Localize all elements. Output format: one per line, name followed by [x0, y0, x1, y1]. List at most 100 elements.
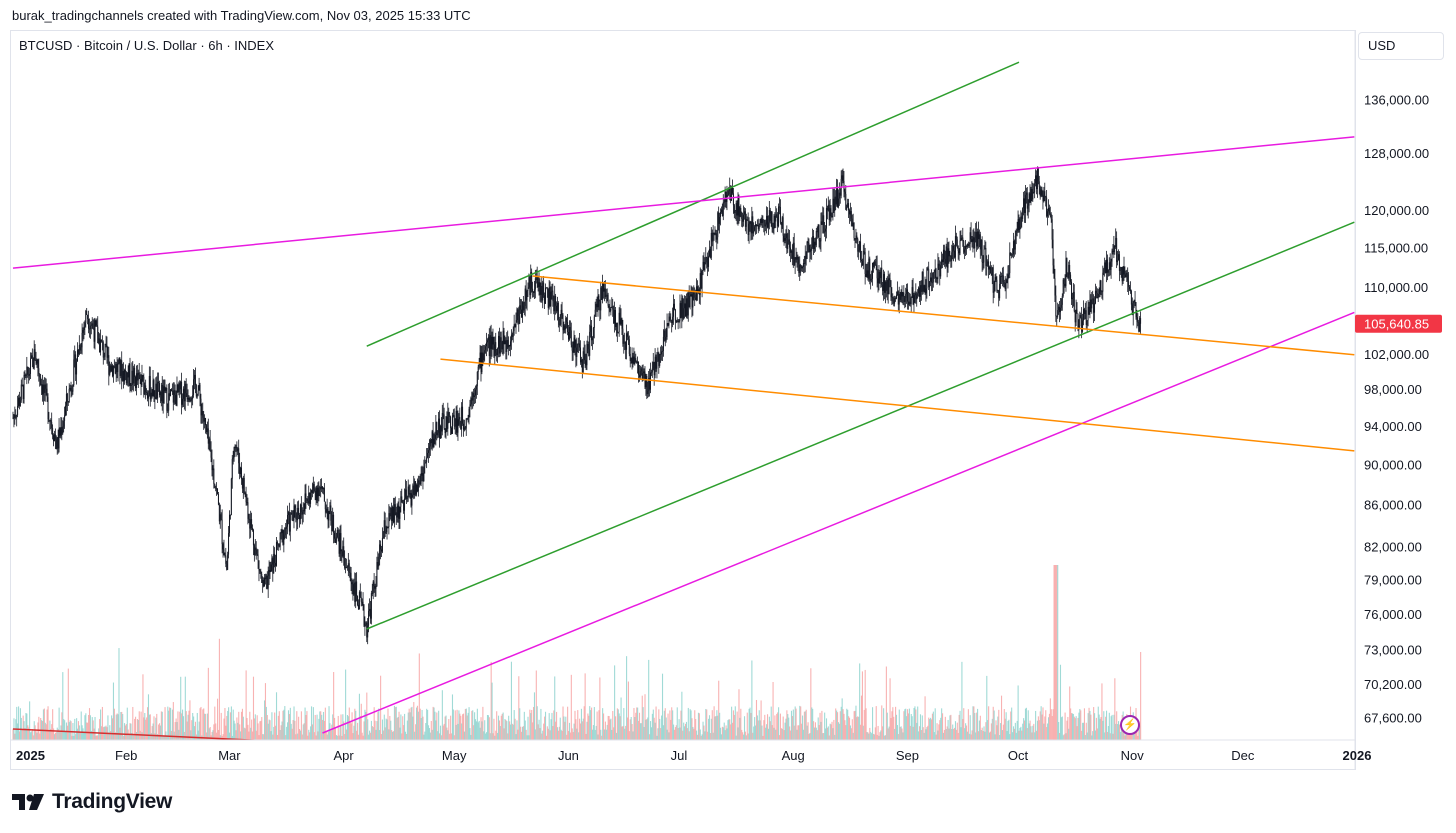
candle [302, 502, 304, 523]
volume-bar [215, 723, 217, 740]
candle [195, 383, 197, 399]
volume-bar [451, 694, 454, 740]
y-tick-label: 98,000.00 [1364, 382, 1422, 397]
green-trendline[interactable] [366, 221, 1355, 630]
orange-trendline[interactable] [440, 358, 1355, 452]
candle [21, 377, 23, 387]
volume-bar [56, 727, 58, 740]
candle [1055, 285, 1057, 322]
volume-bar [260, 720, 262, 740]
candle [1076, 302, 1078, 314]
currency-selector[interactable]: USD [1358, 32, 1444, 60]
volume-bar [647, 717, 649, 740]
symbol-title[interactable]: BTCUSD · Bitcoin / U.S. Dollar · 6h · IN… [19, 38, 274, 53]
volume-bar [189, 700, 191, 740]
candle [210, 441, 212, 463]
candle [271, 554, 273, 572]
volume-bar [1009, 734, 1011, 740]
volume-bar [235, 730, 237, 740]
volume-bar [971, 730, 973, 740]
candle [441, 404, 443, 436]
candle [336, 526, 338, 539]
volume-bar [30, 732, 32, 740]
volume-bar [255, 730, 257, 740]
magenta-trendline[interactable] [322, 311, 1355, 734]
volume-bar [535, 670, 537, 740]
red-trendline[interactable] [12, 728, 300, 742]
volume-bar [825, 728, 827, 740]
candle [835, 190, 837, 211]
candle [1035, 169, 1037, 187]
candle [506, 332, 508, 360]
volume-bar [151, 726, 153, 740]
candle [220, 512, 222, 521]
candle [868, 250, 870, 282]
volume-bar [970, 734, 972, 740]
volume-bar [580, 708, 583, 740]
volume-bar [1111, 714, 1113, 740]
candle [47, 393, 49, 425]
orange-trendline[interactable] [532, 275, 1355, 356]
volume-bar [51, 724, 53, 740]
volume-bar [739, 717, 741, 740]
volume-bar [989, 732, 991, 740]
volume-bar [521, 731, 523, 740]
volume-bar [773, 727, 775, 740]
lightning-icon[interactable]: ⚡ [1120, 715, 1140, 735]
volume-bar [528, 735, 530, 740]
candle [988, 254, 990, 279]
volume-bar [91, 717, 93, 740]
candle [57, 429, 59, 454]
candle [1069, 260, 1071, 285]
volume-bar [858, 716, 860, 740]
candle [794, 257, 796, 275]
volume-bar [662, 725, 664, 740]
volume-bar [166, 735, 168, 740]
volume-bar [1030, 726, 1032, 740]
candle [62, 420, 64, 435]
volume-bar [486, 714, 489, 740]
candle [279, 532, 281, 551]
volume-bar [1106, 731, 1109, 740]
volume-bar [174, 722, 176, 740]
volume-bar [670, 719, 672, 740]
candle [930, 269, 932, 292]
candle [955, 232, 957, 247]
candle [860, 233, 862, 263]
volume-bar [1048, 713, 1050, 740]
candle [484, 345, 486, 362]
candle [514, 323, 516, 328]
volume-bar [116, 713, 118, 740]
volume-bar [223, 718, 225, 740]
candle [917, 289, 919, 299]
candle [843, 171, 845, 198]
volume-bar [836, 710, 838, 740]
volume-bar [651, 713, 653, 740]
volume-bar [555, 721, 557, 740]
volume-bar [220, 712, 222, 740]
candle [292, 510, 294, 522]
candle [160, 382, 162, 407]
candle [1091, 291, 1093, 314]
candle [878, 265, 880, 291]
candle [708, 250, 710, 272]
candle [869, 256, 871, 285]
candle [600, 281, 602, 320]
candle [1033, 183, 1035, 194]
green-trendline[interactable] [366, 61, 1020, 347]
candle [256, 548, 258, 556]
volume-bar [423, 734, 425, 740]
candle [1037, 166, 1039, 185]
tradingview-logo[interactable]: TradingView [12, 790, 172, 814]
volume-bar [24, 728, 26, 740]
volume-bar [666, 729, 668, 740]
volume-bar [591, 729, 594, 740]
candle [660, 346, 662, 363]
volume-bar [444, 716, 446, 740]
volume-bar [1119, 731, 1121, 740]
candle [1070, 279, 1072, 306]
volume-bar [646, 719, 648, 740]
magenta-trendline[interactable] [12, 136, 1355, 269]
volume-bar [107, 715, 109, 740]
